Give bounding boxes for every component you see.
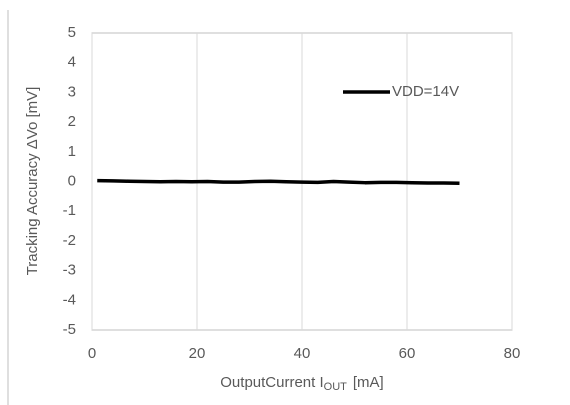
- x-tick-label: 40: [294, 345, 311, 362]
- y-tick-label: 4: [68, 54, 76, 71]
- x-label-unit: [mA]: [353, 374, 384, 391]
- y-tick-label: 5: [68, 24, 76, 41]
- y-axis-label: Tracking Accuracy ΔVo [mV]: [24, 87, 41, 276]
- data-line: [97, 178, 460, 186]
- y-tick-label: 1: [68, 143, 76, 160]
- y-tick-label: -3: [63, 262, 76, 279]
- x-tick-label: 0: [88, 345, 96, 362]
- legend-label: VDD=14V: [392, 83, 459, 100]
- x-tick-label: 80: [504, 345, 521, 362]
- x-label-main: OutputCurrent I: [220, 374, 323, 391]
- y-tick-label: -5: [63, 321, 76, 338]
- y-tick-label: -1: [63, 202, 76, 219]
- x-axis-label: OutputCurrent IOUT [mA]: [220, 374, 383, 393]
- y-tick-label: -4: [63, 291, 76, 308]
- y-tick-label: 2: [68, 113, 76, 130]
- y-tick-label: 0: [68, 172, 76, 189]
- y-tick-label: 3: [68, 83, 76, 100]
- x-tick-label: 60: [399, 345, 416, 362]
- y-tick-label: -2: [63, 232, 76, 249]
- x-tick-label: 20: [189, 345, 206, 362]
- x-label-sub: OUT: [324, 381, 348, 393]
